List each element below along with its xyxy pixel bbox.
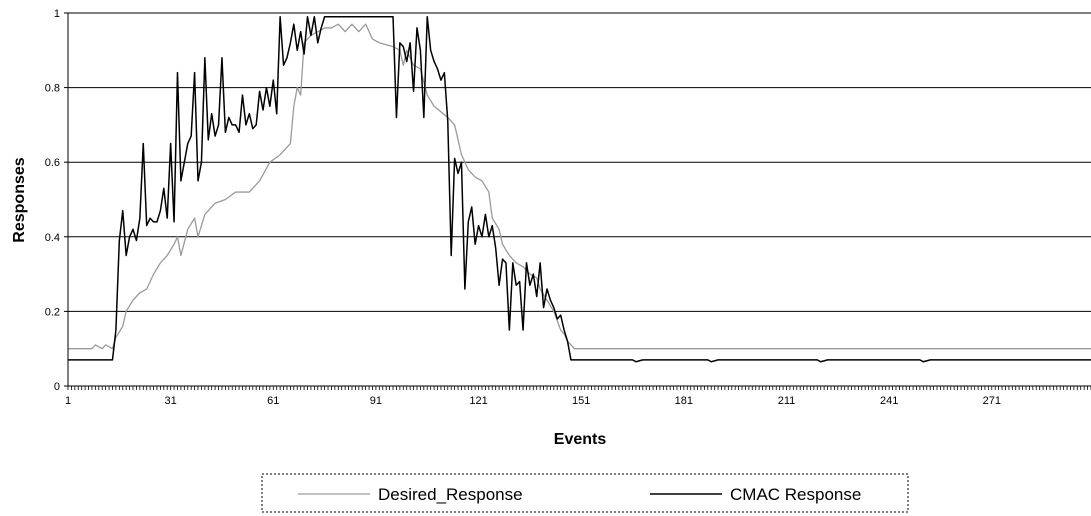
x-tick-label: 61 [267, 395, 279, 407]
y-tick-label: 0 [54, 381, 60, 393]
legend-label: Desired_Response [378, 485, 523, 504]
y-tick-label: 1 [54, 8, 60, 20]
x-tick-label: 121 [469, 395, 487, 407]
x-tick-label: 271 [983, 395, 1001, 407]
x-tick-label: 31 [165, 395, 177, 407]
axes [64, 12, 1091, 390]
y-tick-labels: 0 0.2 0.4 0.6 0.8 1 [45, 8, 60, 393]
y-axis-title: Responses [11, 157, 28, 242]
series-lines [68, 15, 1091, 363]
y-tick-label: 0.6 [45, 157, 60, 169]
legend: Desired_Response CMAC Response [261, 473, 909, 513]
x-tick-label: 1 [65, 395, 71, 407]
y-tick-label: 0.2 [45, 306, 60, 318]
legend-box [261, 473, 909, 513]
x-axis-title: Events [554, 431, 607, 448]
legend-label: CMAC Response [730, 485, 861, 504]
series-line [68, 23, 1091, 350]
y-tick-label: 0.8 [45, 83, 60, 95]
x-tick-label: 91 [370, 395, 382, 407]
x-tick-labels: 1 31 61 91 121 151 181 211 241 271 [65, 395, 1001, 407]
x-tick-label: 181 [675, 395, 693, 407]
x-tick-label: 211 [778, 395, 796, 407]
x-tick-label: 151 [572, 395, 590, 407]
gridlines [68, 12, 1091, 312]
y-tick-label: 0.4 [45, 232, 60, 244]
series-line [68, 15, 1091, 363]
x-tick-label: 241 [880, 395, 898, 407]
